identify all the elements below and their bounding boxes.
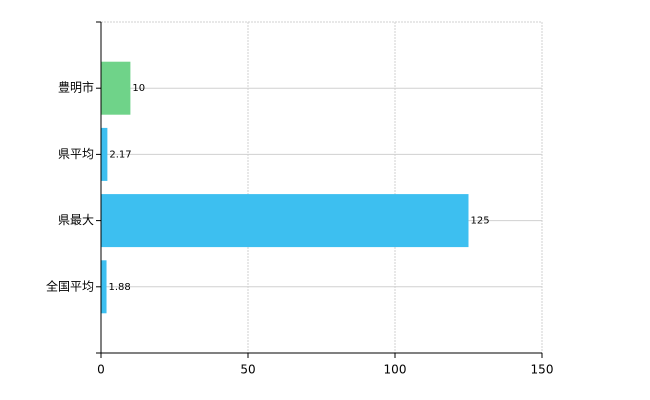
y-tick-label: 全国平均 — [46, 278, 94, 293]
bar — [101, 127, 108, 181]
bar — [101, 61, 131, 115]
x-tick-label: 50 — [240, 363, 255, 377]
x-tick-label: 100 — [384, 363, 407, 377]
bar — [101, 194, 469, 248]
bar — [101, 260, 107, 314]
value-label: 125 — [471, 216, 490, 227]
y-tick-label: 県最大 — [58, 213, 94, 227]
value-label: 1.88 — [109, 282, 131, 293]
value-label: 2.17 — [109, 149, 131, 160]
y-tick-label: 県平均 — [58, 147, 94, 161]
x-tick-label: 0 — [97, 363, 105, 377]
x-tick-label: 150 — [531, 363, 554, 377]
y-tick-label: 豊明市 — [58, 80, 94, 95]
value-label: 10 — [132, 83, 145, 94]
